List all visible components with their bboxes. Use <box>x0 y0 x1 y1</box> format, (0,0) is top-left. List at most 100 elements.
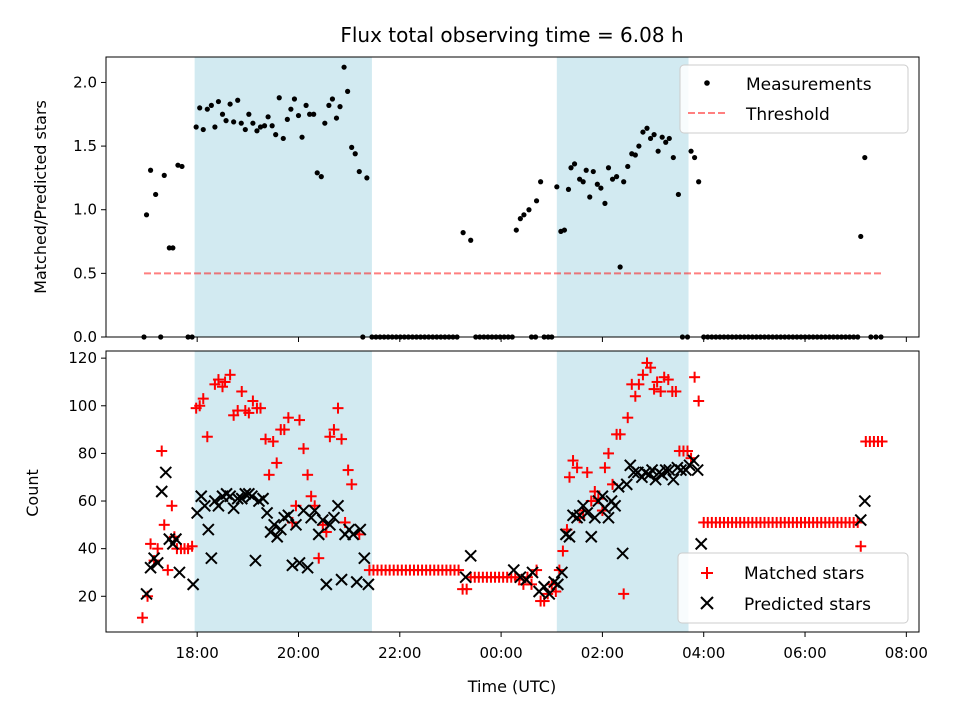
measurement-point <box>280 135 286 142</box>
measurement-point <box>307 111 313 117</box>
matched-star-point <box>260 433 272 445</box>
predicted-star-point <box>581 506 594 520</box>
measurement-point <box>613 174 620 180</box>
top-axes-frame <box>105 56 920 338</box>
matched-star-point <box>662 374 674 386</box>
measurement-point <box>460 230 466 236</box>
measurement-point <box>644 125 650 131</box>
measurement-point <box>692 154 698 161</box>
predicted-star-point <box>264 525 277 539</box>
matched-star-point <box>305 490 317 502</box>
bottom-x-axis-ticks: 18:00 20:00 22:00 00:00 02:00 04:00 06:00 08:00 <box>176 632 928 662</box>
bot-shaded-interval-0 <box>194 351 372 632</box>
x-tick-label-3: 00:00 <box>479 644 522 662</box>
measurement-point <box>862 154 868 161</box>
measurement-point <box>284 116 290 122</box>
predicted-star-point <box>331 499 345 512</box>
matched-star-point <box>336 433 348 445</box>
matched-star-point <box>563 471 575 483</box>
predicted-star-point <box>316 513 330 527</box>
measurement-point <box>250 120 256 126</box>
predicted-star-point <box>858 494 872 508</box>
measurement-point <box>651 132 657 138</box>
measurement-point <box>647 135 654 142</box>
predicted-star-point <box>320 578 333 591</box>
predicted-star-point <box>274 523 287 536</box>
matched-star-point <box>324 431 336 443</box>
measurement-point <box>231 119 237 125</box>
predicted-star-point <box>212 499 225 512</box>
top-y-tick-label-3: 1.5 <box>73 137 97 155</box>
measurement-point <box>517 216 523 222</box>
legend-matched-marker <box>701 567 713 579</box>
x-tick-label-7: 08:00 <box>885 644 928 662</box>
matched-star-point <box>651 376 663 388</box>
measurement-point <box>261 123 268 129</box>
measurement-point <box>663 139 669 145</box>
matched-star-point <box>267 435 279 447</box>
matched-star-point <box>156 445 168 457</box>
matched-star-point <box>670 385 682 397</box>
predicted-star-point <box>155 485 168 498</box>
predicted-star-point <box>612 480 625 493</box>
predicted-star-point <box>362 578 375 591</box>
predicted-star-point <box>223 490 237 503</box>
matched-star-point <box>212 374 224 386</box>
top-legend-box <box>679 64 909 134</box>
predicted-star-point <box>260 506 274 520</box>
measurement-point <box>583 167 589 173</box>
measurement-point <box>337 104 343 110</box>
matched-star-point <box>186 540 198 552</box>
predicted-star-point <box>312 528 325 541</box>
matched-star-point <box>152 543 164 555</box>
measurement-point <box>291 96 298 102</box>
chart-title: Flux total observing time = 6.08 h <box>340 23 683 47</box>
legend-predicted-label: Predicted stars <box>744 595 871 615</box>
matched-star-point <box>145 538 157 550</box>
predicted-star-point <box>140 587 153 601</box>
predicted-star-point <box>537 580 551 593</box>
matched-star-point <box>263 469 275 481</box>
measurement-point <box>598 185 604 191</box>
x-axis-label: Time (UTC) <box>467 677 556 696</box>
matched-star-point <box>637 369 649 381</box>
measurement-point <box>200 126 206 133</box>
matched-star-point <box>201 431 213 443</box>
bot-y-tick-label-5: 120 <box>68 349 97 367</box>
predicted-star-point <box>267 518 281 532</box>
measurement-point <box>621 179 627 185</box>
measurement-point <box>617 264 623 270</box>
measurement-point <box>659 134 665 140</box>
predicted-star-point <box>608 499 622 512</box>
x-tick-label-2: 22:00 <box>378 644 421 662</box>
bottom-axes-frame <box>105 350 920 633</box>
predicted-star-point <box>169 532 183 546</box>
matched-star-point <box>313 552 325 564</box>
measurement-point <box>858 233 864 240</box>
predicted-star-point <box>239 487 252 501</box>
matched-star-point <box>219 376 231 388</box>
measurement-point <box>349 144 355 150</box>
matched-star-point <box>302 469 314 481</box>
measurement-point <box>675 191 681 198</box>
predicted-star-point <box>350 575 363 589</box>
predicted-star-point <box>526 566 539 579</box>
legend-measurements-label: Measurements <box>746 75 872 95</box>
legend-predicted-marker <box>700 596 714 610</box>
matched-star-point <box>136 612 148 624</box>
predicted-star-point <box>227 501 240 515</box>
bottom-data-marks <box>136 357 888 624</box>
predicted-star-point <box>645 463 659 477</box>
measurement-point <box>352 151 358 157</box>
measurement-point <box>303 102 309 108</box>
matched-star-point <box>693 395 705 407</box>
predicted-star-point <box>585 530 598 543</box>
matched-star-point <box>602 447 614 459</box>
matched-star-point <box>618 588 630 600</box>
matched-star-point <box>567 455 579 467</box>
legend-threshold-label: Threshold <box>745 105 830 125</box>
measurement-point <box>632 152 638 158</box>
predicted-star-point <box>173 566 186 579</box>
matched-star-point <box>197 393 209 405</box>
measurement-point <box>311 111 317 117</box>
